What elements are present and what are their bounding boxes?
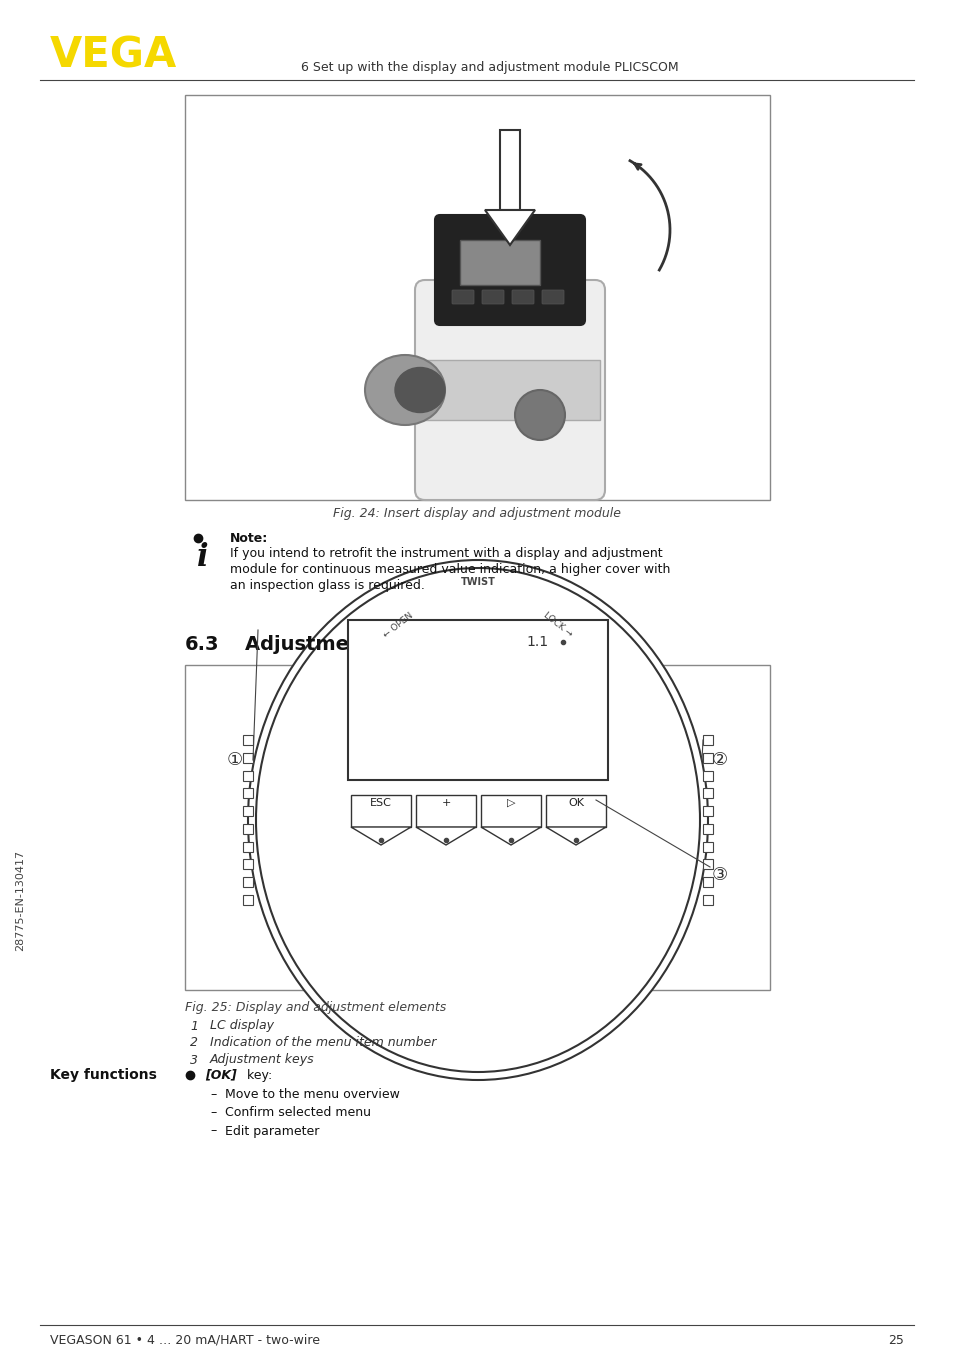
Text: Fig. 24: Insert display and adjustment module: Fig. 24: Insert display and adjustment m… [333,506,620,520]
Text: ▷: ▷ [506,798,515,808]
Text: 3: 3 [190,1053,198,1067]
Text: Edit parameter: Edit parameter [225,1125,319,1137]
Polygon shape [480,827,540,845]
Bar [702,735,712,745]
Bar [243,753,253,762]
Polygon shape [484,210,535,245]
Polygon shape [351,827,411,845]
Bar [185,665,769,990]
Text: Fig. 25: Display and adjustment elements: Fig. 25: Display and adjustment elements [185,1002,446,1014]
Text: If you intend to retrofit the instrument with a display and adjustment: If you intend to retrofit the instrument… [230,547,662,561]
Text: VEGASON 61 • 4 … 20 mA/HART - two-wire: VEGASON 61 • 4 … 20 mA/HART - two-wire [50,1334,319,1346]
FancyBboxPatch shape [512,290,534,305]
Text: 2: 2 [190,1037,198,1049]
Text: –: – [210,1106,216,1120]
Text: Confirm selected menu: Confirm selected menu [225,1106,371,1120]
Text: Note:: Note: [230,532,268,544]
Text: key:: key: [243,1068,272,1082]
Bar [459,240,539,284]
Polygon shape [545,827,605,845]
Text: [OK]: [OK] [205,1068,236,1082]
Ellipse shape [365,355,444,425]
Bar [243,842,253,852]
Bar [243,895,253,904]
Bar [185,95,769,500]
Bar [702,788,712,799]
Bar [243,823,253,834]
Bar [348,620,607,780]
Bar [702,753,712,762]
Bar [702,895,712,904]
Ellipse shape [255,567,700,1072]
Text: VEGA: VEGA [50,34,177,76]
Bar [499,130,519,210]
Text: an inspection glass is required.: an inspection glass is required. [230,580,424,593]
Ellipse shape [515,390,564,440]
Bar [545,795,605,827]
Text: 28775-EN-130417: 28775-EN-130417 [15,849,25,951]
Ellipse shape [395,367,444,413]
Text: Indication of the menu item number: Indication of the menu item number [210,1037,436,1049]
Text: OK: OK [567,798,583,808]
Bar [702,806,712,816]
Bar [480,795,540,827]
Text: +: + [441,798,450,808]
Bar [243,770,253,780]
Bar [243,735,253,745]
Text: ③: ③ [711,867,727,884]
Bar [243,877,253,887]
FancyBboxPatch shape [541,290,563,305]
Bar [702,842,712,852]
Text: LC display: LC display [210,1020,274,1033]
Text: 6.3: 6.3 [185,635,219,654]
Bar [243,788,253,799]
Text: 1.1: 1.1 [526,635,549,649]
Text: i: i [196,543,209,574]
Bar [702,860,712,869]
Text: 25: 25 [887,1334,903,1346]
Text: ESC: ESC [370,798,392,808]
Text: module for continuous measured value indication, a higher cover with: module for continuous measured value ind… [230,563,670,577]
Text: –: – [210,1125,216,1137]
FancyBboxPatch shape [481,290,503,305]
Bar [416,795,476,827]
Text: ②: ② [711,751,727,769]
Bar [351,795,411,827]
Bar [702,877,712,887]
Text: –: – [210,1089,216,1102]
Bar [243,806,253,816]
Text: LOCK →: LOCK → [541,611,574,639]
Text: ①: ① [227,751,243,769]
Text: Move to the menu overview: Move to the menu overview [225,1089,399,1102]
Text: Key functions: Key functions [50,1068,156,1082]
Text: Adjustment keys: Adjustment keys [210,1053,314,1067]
FancyBboxPatch shape [452,290,474,305]
Ellipse shape [248,561,707,1080]
Bar [702,823,712,834]
FancyBboxPatch shape [419,360,599,420]
Text: Adjustment system: Adjustment system [245,635,457,654]
Polygon shape [416,827,476,845]
Text: TWIST: TWIST [460,577,495,588]
Text: ← OPEN: ← OPEN [381,611,415,639]
FancyBboxPatch shape [415,280,604,500]
Bar [702,770,712,780]
FancyBboxPatch shape [435,215,584,325]
Text: 1: 1 [190,1020,198,1033]
Bar [243,860,253,869]
Text: 6 Set up with the display and adjustment module PLICSCOM: 6 Set up with the display and adjustment… [301,61,679,73]
